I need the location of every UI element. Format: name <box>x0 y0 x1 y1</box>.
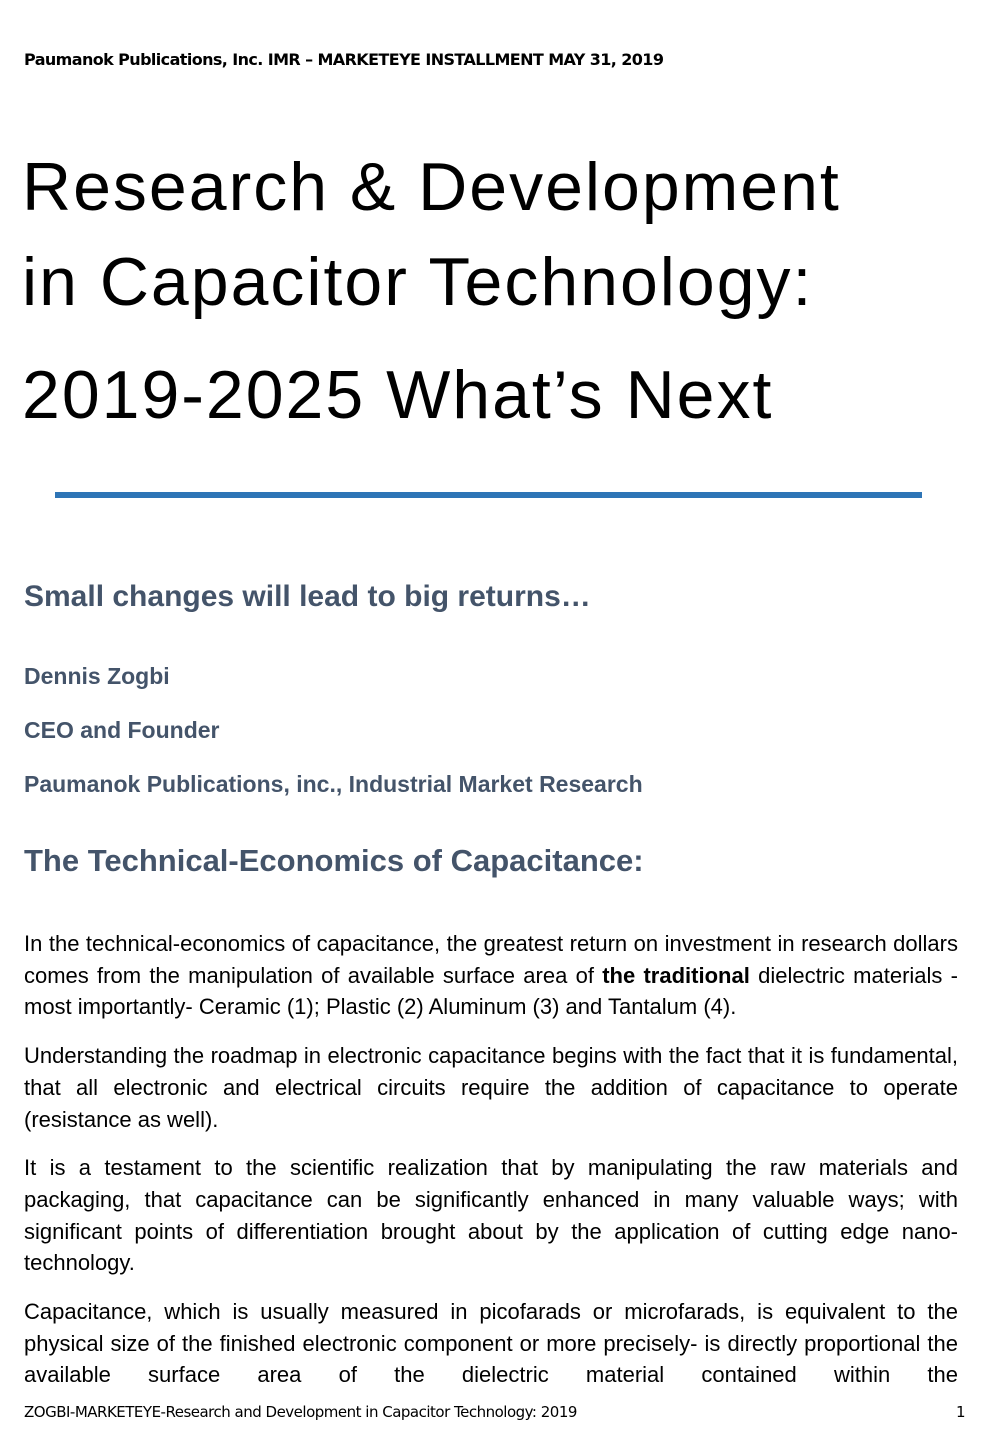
author-org: Paumanok Publications, inc., Industrial … <box>24 771 643 797</box>
title-divider <box>55 492 922 498</box>
body-text: In the technical-economics of capacitanc… <box>24 928 958 1408</box>
p1-text-end: dielectric materials -most importantly- … <box>24 962 958 1020</box>
running-header: Paumanok Publications, Inc. IMR – MARKET… <box>24 50 664 69</box>
paragraph-1: In the technical-economics of capacitanc… <box>24 928 958 1023</box>
p1-bold: the traditional <box>602 962 750 988</box>
page-number: 1 <box>956 1403 966 1421</box>
paragraph-4: Capacitance, which is usually measured i… <box>24 1299 958 1388</box>
title-line-3: 2019-2025 What’s Next <box>22 357 774 433</box>
p1-text: In the technical-economics of capacitanc… <box>24 931 958 988</box>
paragraph-2: Understanding the roadmap in electronic … <box>24 1043 958 1132</box>
title-line-1: Research & Development <box>22 149 841 225</box>
title-line-2: in Capacitor Technology: <box>22 244 814 320</box>
paragraph-3: It is a testament to the scientific real… <box>24 1155 958 1276</box>
author-role: CEO and Founder <box>24 717 220 743</box>
running-footer: ZOGBI-MARKETEYE-Research and Development… <box>24 1403 577 1421</box>
subtitle: Small changes will lead to big returns… <box>24 580 591 613</box>
section-heading: The Technical-Economics of Capacitance: <box>24 843 644 878</box>
author-name: Dennis Zogbi <box>24 663 170 689</box>
